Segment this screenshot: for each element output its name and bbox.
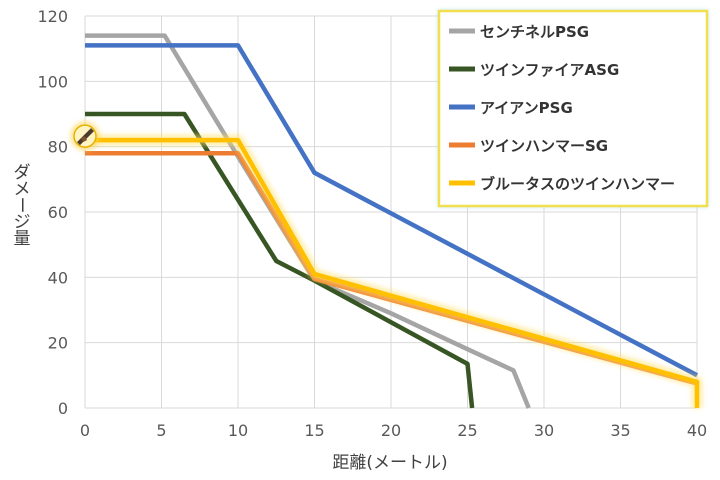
- y-axis-title-char: ジ: [14, 213, 31, 233]
- legend-label: センチネルPSG: [480, 23, 589, 41]
- y-tick-label: 80: [48, 138, 68, 157]
- legend-label: ツインファイアASG: [480, 61, 619, 79]
- y-tick-label: 40: [48, 268, 68, 287]
- y-axis-title-char: 量: [14, 229, 31, 249]
- y-tick-label: 100: [37, 72, 68, 91]
- x-tick-label: 40: [687, 421, 707, 440]
- x-tick-label: 15: [304, 421, 324, 440]
- y-tick-label: 20: [48, 334, 68, 353]
- legend-item: アイアンPSG: [449, 99, 573, 117]
- legend-box: [437, 9, 709, 208]
- x-tick-label: 30: [534, 421, 554, 440]
- x-tick-label: 35: [610, 421, 630, 440]
- marker-layer: [70, 121, 100, 152]
- x-tick-label: 20: [381, 421, 401, 440]
- x-tick-label: 5: [156, 421, 166, 440]
- y-axis-title-char: ダ: [14, 163, 31, 183]
- y-tick-label: 0: [58, 399, 68, 418]
- series-line-ツインファイアASG: [85, 111, 475, 409]
- legend-item: ブルータスのツインハンマー: [449, 175, 675, 193]
- x-tick-label: 10: [228, 421, 248, 440]
- legend-label: ブルータスのツインハンマー: [480, 175, 675, 193]
- legend-item: センチネルPSG: [449, 23, 589, 41]
- y-axis-title-char: メ: [14, 180, 31, 200]
- legend-item: ツインハンマーSG: [449, 137, 608, 155]
- x-tick-label: 0: [80, 421, 90, 440]
- series-line-アイアンPSG: [85, 43, 699, 378]
- shotgun-icon: [70, 121, 100, 152]
- legend-label: アイアンPSG: [480, 99, 573, 117]
- x-tick-label: 25: [457, 421, 477, 440]
- legend-label: ツインハンマーSG: [480, 137, 608, 155]
- series-line-ブルータスのツインハンマー: [85, 137, 700, 408]
- legend: センチネルPSG ツインファイアASG アイアンPSG ツインハンマーSG ブルータスの…: [437, 9, 709, 208]
- series-lines: [85, 33, 703, 409]
- y-tick-label: 60: [48, 203, 68, 222]
- legend-item: ツインファイアASG: [449, 61, 619, 79]
- y-tick-label: 120: [37, 7, 68, 26]
- series-line-センチネルPSG: [85, 33, 531, 409]
- x-axis-title: 距離(メートル): [332, 453, 447, 473]
- y-axis-title-char: ー: [11, 197, 31, 214]
- tick-labels: 0 20 40 60 80 100 120 0 5 10 15 20 25 30 35 40: [37, 7, 707, 440]
